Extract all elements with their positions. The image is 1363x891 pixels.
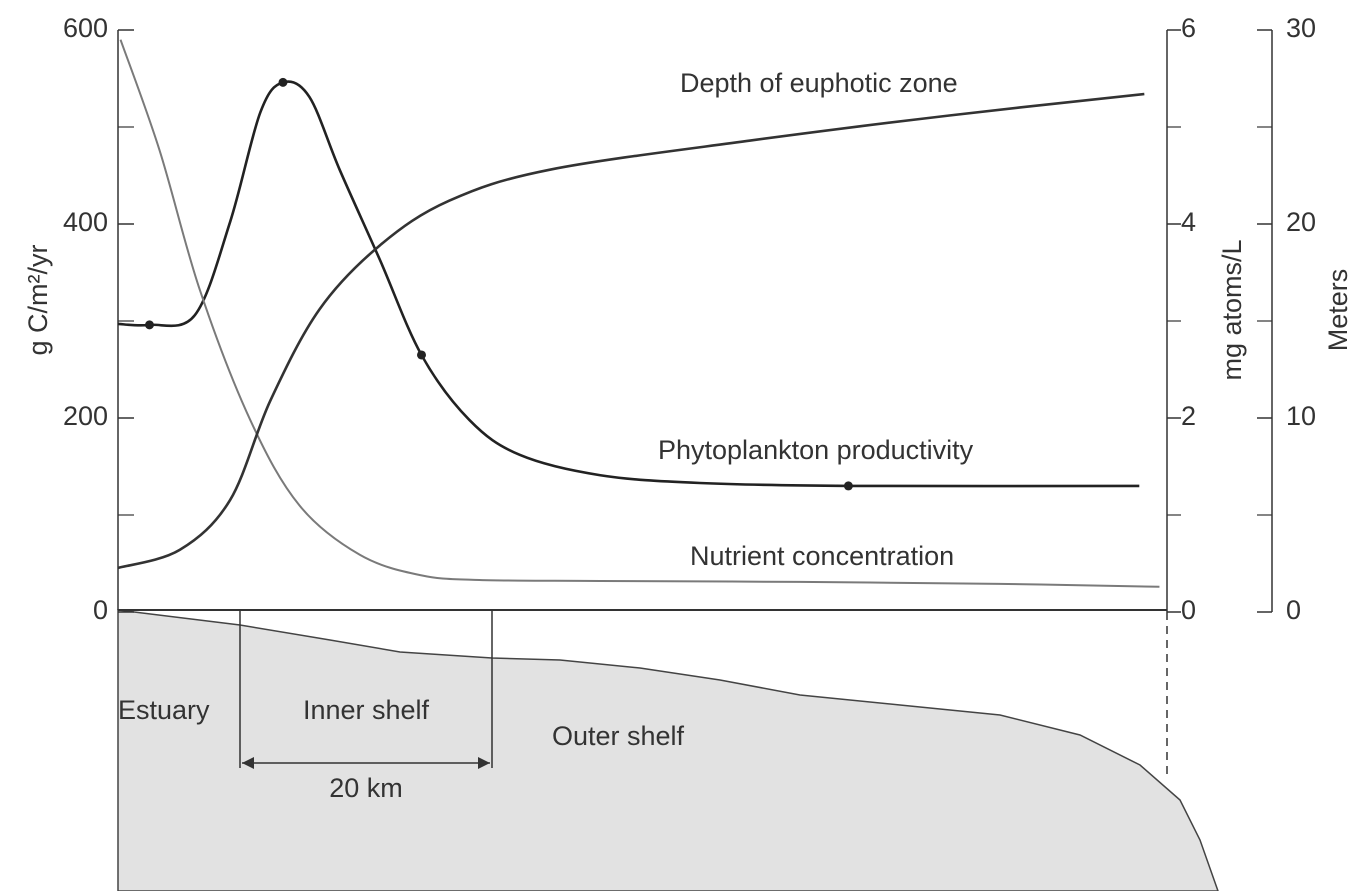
series-line: [117, 80, 1140, 488]
data-point: [843, 481, 853, 491]
scale-label: 20 km: [329, 773, 403, 803]
y2-tick-label: 4: [1181, 207, 1196, 237]
data-point: [416, 350, 426, 360]
y-tick-label: 200: [63, 401, 108, 431]
y2-tick-label: 6: [1181, 13, 1196, 43]
series-annotation: Depth of euphotic zone: [680, 68, 958, 98]
y3-tick-label: 10: [1286, 401, 1316, 431]
y2-axis-label: mg atoms/L: [1217, 239, 1247, 380]
y3-axis-label: Meters: [1323, 269, 1353, 352]
y-tick-label: 0: [93, 595, 108, 625]
y3-tick-label: 30: [1286, 13, 1316, 43]
y2-tick-label: 2: [1181, 401, 1196, 431]
series-line: [117, 92, 1145, 570]
y3-tick-label: 20: [1286, 207, 1316, 237]
seafloor: [117, 609, 1219, 891]
y-axis-label: g C/m²/yr: [23, 244, 53, 355]
zone-label: Outer shelf: [552, 721, 685, 751]
data-point: [144, 320, 154, 330]
series-annotation: Nutrient concentration: [690, 541, 954, 571]
y-tick-label: 600: [63, 13, 108, 43]
y2-tick-label: 0: [1181, 595, 1196, 625]
series-annotation: Phytoplankton productivity: [658, 435, 974, 465]
data-point: [278, 77, 288, 87]
zone-label: Inner shelf: [303, 695, 430, 725]
series-line: [119, 39, 1160, 588]
y3-tick-label: 0: [1286, 595, 1301, 625]
zone-label: Estuary: [118, 695, 210, 725]
y-tick-label: 400: [63, 207, 108, 237]
